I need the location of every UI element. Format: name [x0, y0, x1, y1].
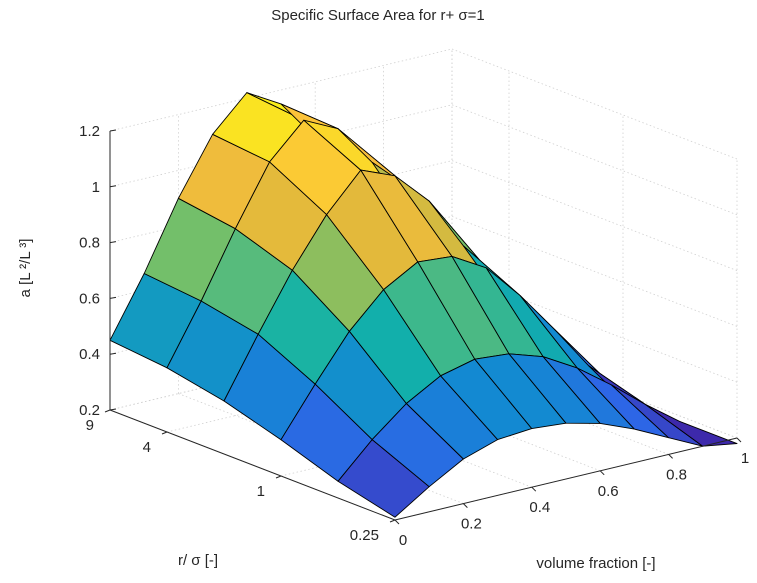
z-tick-mark [109, 129, 117, 132]
chart-title: Specific Surface Area for r+ σ=1 [271, 7, 485, 24]
y-axis-line [109, 409, 396, 521]
grid-line-back-z [109, 104, 453, 188]
z-tick-mark [109, 296, 117, 299]
y-tick-mark [275, 475, 282, 479]
grid-line-side-z [451, 271, 738, 383]
y-tick-label: 9 [86, 417, 94, 434]
z-tick-mark [109, 408, 117, 411]
z-tick-mark [109, 241, 117, 244]
x-tick-mark [531, 486, 537, 492]
x-tick-label: 0.6 [598, 483, 619, 500]
y-tick-label: 1 [257, 483, 265, 500]
z-tick-label: 0.8 [79, 235, 100, 252]
x-tick-label: 0 [399, 532, 407, 549]
y-axis-label: r/ σ [-] [178, 552, 218, 569]
z-tick-label: 0.4 [79, 346, 100, 363]
x-axis-line [394, 437, 738, 521]
z-tick-label: 0.6 [79, 290, 100, 307]
grid-line-side-z [451, 104, 738, 216]
z-tick-label: 0.2 [79, 402, 100, 419]
y-tick-mark [104, 409, 111, 413]
z-axis-label: a [L ²/L ³] [17, 239, 34, 298]
x-tick-mark [394, 519, 400, 525]
grid-line-side-z [451, 160, 738, 271]
axes [109, 131, 738, 521]
tick-labels: 0.2 0.4 0.6 0.8 1 1.2 0 0.2 0.4 0.6 0.8 1 0.25 1 4 9 [79, 123, 749, 549]
z-tick-label: 1.2 [79, 123, 100, 140]
y-tick-label: 4 [143, 439, 151, 456]
grid-line-back-z [109, 48, 453, 132]
grid-line-back-z [109, 160, 453, 243]
y-tick-mark [389, 519, 396, 523]
x-tick-mark [599, 470, 605, 476]
x-axis-label: volume fraction [-] [536, 555, 655, 572]
z-tick-label: 1 [92, 179, 100, 196]
x-tick-label: 1 [741, 450, 749, 467]
y-tick-label: 0.25 [350, 527, 379, 544]
y-tick-mark [161, 431, 168, 435]
x-tick-label: 0.2 [461, 516, 482, 533]
surface-patch [645, 404, 738, 447]
z-tick-mark [109, 352, 117, 355]
surface-mesh [109, 92, 738, 518]
x-tick-mark [463, 503, 468, 508]
x-tick-mark [668, 454, 673, 459]
x-tick-mark [736, 437, 742, 443]
z-tick-mark [109, 185, 117, 188]
grid-line-side-z [451, 48, 738, 160]
x-tick-label: 0.8 [666, 466, 687, 483]
x-tick-label: 0.4 [529, 499, 550, 516]
grid-line-side-z [451, 216, 738, 327]
